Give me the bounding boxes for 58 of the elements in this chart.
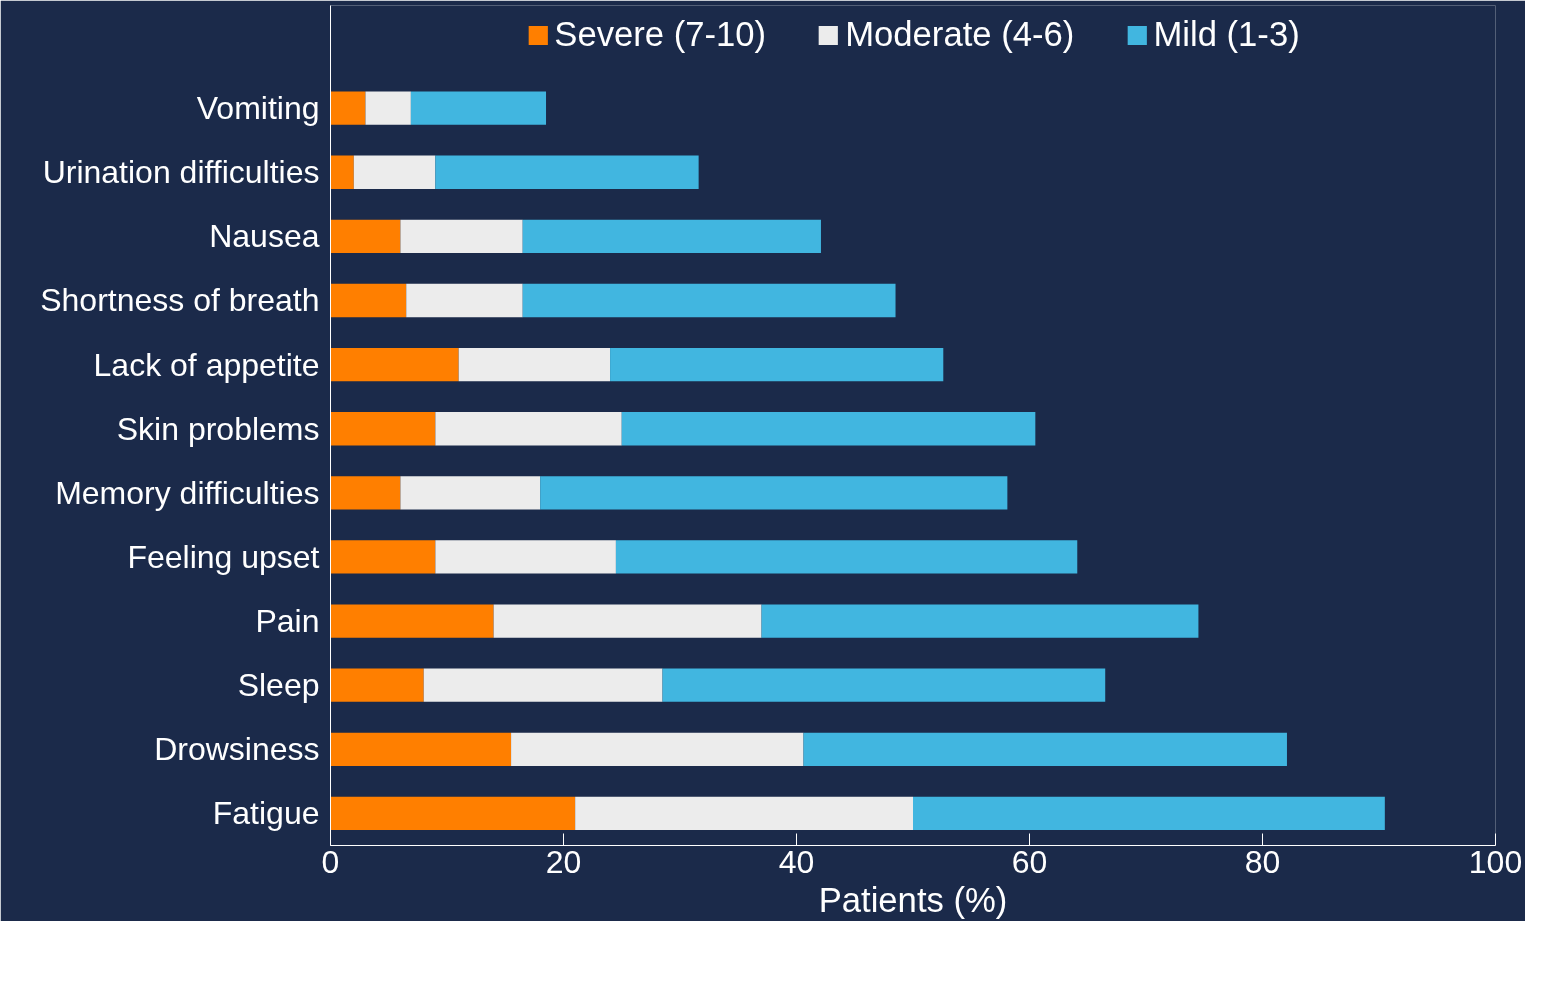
bar — [458, 347, 611, 382]
bar — [662, 668, 1106, 702]
x-tick-label: 40 — [778, 843, 815, 880]
legend-label: Severe (7-10) — [554, 15, 767, 54]
x-tick-label: 80 — [1244, 843, 1281, 880]
bar — [330, 155, 354, 189]
bar — [330, 732, 512, 766]
bar — [330, 476, 401, 510]
bar — [406, 283, 523, 318]
y-tick-label: Memory difficulties — [55, 474, 320, 511]
bar — [803, 732, 1287, 766]
bar — [330, 412, 436, 446]
bar — [400, 219, 523, 254]
bar — [511, 732, 804, 766]
bar — [353, 155, 436, 189]
y-tick-label: Pain — [255, 603, 320, 640]
y-tick-label: Urination difficulties — [42, 154, 320, 191]
y-tick-label: Vomiting — [196, 90, 320, 127]
bar — [330, 219, 401, 254]
bar — [423, 668, 663, 702]
bar — [610, 347, 944, 382]
bar — [330, 668, 424, 702]
bar — [330, 347, 459, 382]
bar — [330, 91, 366, 125]
y-tick-label: Sleep — [237, 667, 320, 704]
bar — [435, 155, 699, 189]
bar — [435, 540, 616, 574]
x-axis-title: Patients (%) — [818, 880, 1008, 919]
y-tick-label: Lack of appetite — [93, 346, 320, 383]
x-tick-label: 0 — [321, 843, 340, 880]
x-tick-label: 100 — [1468, 843, 1523, 880]
bar — [621, 412, 1036, 446]
y-tick-label: Nausea — [209, 218, 320, 255]
bar — [761, 604, 1199, 638]
bar — [575, 796, 913, 831]
legend-label: Mild (1-3) — [1153, 15, 1300, 54]
bar — [540, 476, 1008, 510]
bar — [330, 540, 436, 574]
bar — [330, 796, 576, 831]
bar — [522, 219, 821, 254]
bar — [522, 283, 896, 318]
bar — [493, 604, 762, 638]
bar — [365, 91, 411, 125]
y-tick-label: Drowsiness — [154, 731, 320, 768]
y-tick-label: Shortness of breath — [40, 282, 320, 319]
y-tick-label: Fatigue — [212, 795, 320, 832]
bar — [435, 412, 622, 446]
y-tick-label: Feeling upset — [127, 538, 320, 575]
x-tick-label: 60 — [1011, 843, 1048, 880]
x-tick-label: 20 — [545, 843, 582, 880]
bar — [400, 476, 541, 510]
bar — [913, 796, 1385, 831]
y-tick-label: Skin problems — [116, 410, 320, 447]
bar — [615, 540, 1078, 574]
bar — [330, 604, 494, 638]
bar — [410, 91, 547, 125]
bar — [330, 283, 407, 318]
legend-label: Moderate (4-6) — [845, 15, 1075, 54]
